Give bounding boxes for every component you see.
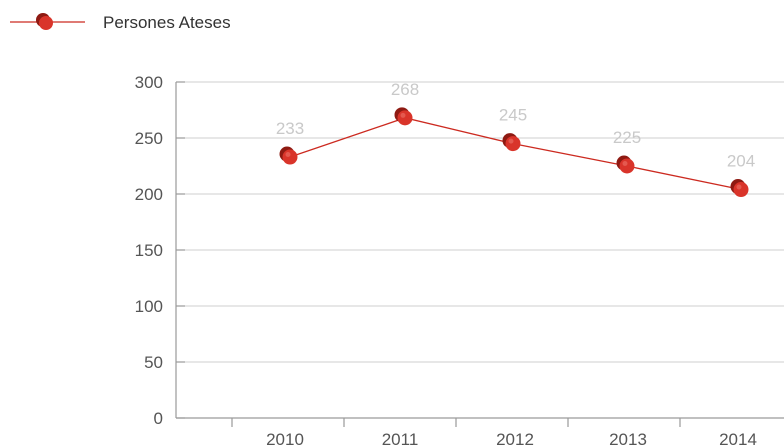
data-point <box>730 179 749 198</box>
data-label: 245 <box>499 106 527 125</box>
x-tick-label: 2010 <box>266 430 304 447</box>
data-point-highlight <box>508 138 514 144</box>
data-point-highlight <box>285 152 291 158</box>
data-label: 233 <box>276 119 304 138</box>
legend-marker <box>39 16 53 30</box>
data-labels: 233 268 245 225 204 <box>276 80 755 171</box>
data-label: 204 <box>727 152 755 171</box>
data-point-marker <box>733 182 749 198</box>
data-point-marker <box>619 158 635 174</box>
axes <box>175 81 784 427</box>
data-point-highlight <box>400 112 406 118</box>
y-tick-label: 200 <box>135 185 163 204</box>
series-persones-ateses <box>279 107 749 198</box>
data-point-highlight <box>736 184 742 190</box>
y-tick-label: 300 <box>135 73 163 92</box>
y-tick-label: 50 <box>144 353 163 372</box>
data-point-highlight <box>622 161 628 166</box>
y-tick-label: 0 <box>154 409 163 428</box>
y-tick-label: 250 <box>135 129 163 148</box>
series-line <box>289 117 742 191</box>
data-point <box>616 155 635 174</box>
y-tick-label: 100 <box>135 297 163 316</box>
x-tick-label: 2012 <box>496 430 534 447</box>
data-label: 225 <box>613 128 641 147</box>
data-point <box>502 133 521 152</box>
y-tick-labels: 0 50 100 150 200 250 300 <box>135 73 163 428</box>
x-tick-label: 2014 <box>719 430 757 447</box>
data-point <box>279 146 298 165</box>
legend-label: Persones Ateses <box>103 13 231 32</box>
x-tick-label: 2011 <box>382 430 419 447</box>
gridlines <box>176 81 784 363</box>
x-tick-labels: 2010 2011 2012 2013 2014 <box>266 430 757 447</box>
data-point-marker <box>505 136 521 152</box>
y-tick-label: 150 <box>135 241 163 260</box>
data-point-marker <box>282 149 298 165</box>
x-tick-label: 2013 <box>609 430 647 447</box>
legend: Persones Ateses <box>10 13 231 32</box>
data-point-marker <box>397 110 413 126</box>
data-point <box>394 107 413 126</box>
data-label: 268 <box>391 80 419 99</box>
